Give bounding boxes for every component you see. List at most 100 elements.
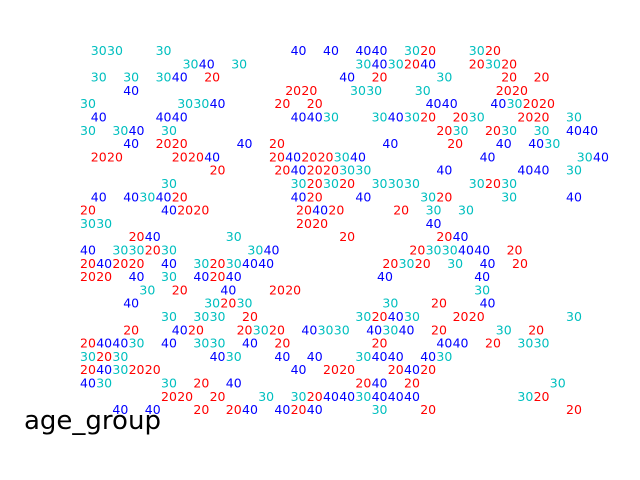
age-group-label-20: 20: [269, 282, 285, 297]
age-group-label-40: 40: [474, 269, 490, 284]
age-group-label-20: 20: [301, 83, 317, 98]
age-group-label-20: 20: [393, 203, 409, 218]
age-group-label-40: 40: [210, 96, 226, 111]
age-group-label-40: 40: [566, 189, 582, 204]
age-group-label-40: 40: [123, 83, 139, 98]
age-group-label-20: 20: [307, 389, 323, 404]
age-group-label-40: 40: [210, 349, 226, 364]
age-group-label-20: 20: [501, 70, 517, 85]
age-group-label-30: 30: [388, 176, 404, 191]
age-group-label-20: 20: [323, 163, 339, 178]
age-group-label-20: 20: [269, 149, 285, 164]
age-group-label-40: 40: [534, 163, 550, 178]
age-group-label-40: 40: [172, 110, 188, 125]
age-group-label-40: 40: [237, 136, 253, 151]
age-group-label-20: 20: [420, 110, 436, 125]
age-group-label-40: 40: [129, 269, 145, 284]
age-group-label-40: 40: [474, 243, 490, 258]
age-group-label-20: 20: [80, 203, 96, 218]
age-group-label-40: 40: [193, 269, 209, 284]
age-group-label-20: 20: [415, 256, 431, 271]
age-group-label-20: 20: [469, 309, 485, 324]
age-group-label-40: 40: [258, 256, 274, 271]
age-group-label-40: 40: [199, 56, 215, 71]
age-group-label-20: 20: [512, 83, 528, 98]
age-group-label-30: 30: [355, 309, 371, 324]
age-group-label-40: 40: [291, 43, 307, 58]
age-group-label-40: 40: [436, 163, 452, 178]
age-group-label-20: 20: [188, 149, 204, 164]
age-group-label-30: 30: [334, 149, 350, 164]
age-group-label-30: 30: [544, 136, 560, 151]
age-group-label-30: 30: [204, 296, 220, 311]
age-group-label-20: 20: [512, 256, 528, 271]
age-group-label-20: 20: [193, 376, 209, 391]
age-group-label-40: 40: [220, 282, 236, 297]
age-group-label-20: 20: [318, 149, 334, 164]
age-group-label-30: 30: [193, 96, 209, 111]
age-group-label-30: 30: [415, 83, 431, 98]
age-group-label-40: 40: [112, 402, 128, 417]
age-group-label-40: 40: [291, 163, 307, 178]
age-group-label-20: 20: [339, 362, 355, 377]
age-group-label-40: 40: [172, 322, 188, 337]
age-group-label-40: 40: [91, 110, 107, 125]
age-group-label-30: 30: [291, 389, 307, 404]
age-group-label-30: 30: [123, 70, 139, 85]
age-group-label-30: 30: [517, 336, 533, 351]
age-group-label-30: 30: [323, 110, 339, 125]
age-group-label-30: 30: [161, 243, 177, 258]
age-group-label-20: 20: [436, 229, 452, 244]
age-group-label-20: 20: [80, 256, 96, 271]
age-group-label-30: 30: [447, 256, 463, 271]
age-group-label-30: 30: [550, 376, 566, 391]
age-group-label-30: 30: [139, 189, 155, 204]
age-group-label-30: 30: [161, 309, 177, 324]
age-group-label-40: 40: [366, 322, 382, 337]
age-group-label-20: 20: [447, 136, 463, 151]
age-group-label-30: 30: [469, 176, 485, 191]
age-group-label-40: 40: [382, 136, 398, 151]
age-group-label-40: 40: [420, 56, 436, 71]
age-group-label-30: 30: [193, 309, 209, 324]
age-group-label-20: 20: [409, 243, 425, 258]
age-group-label-20: 20: [534, 389, 550, 404]
age-group-label-40: 40: [91, 189, 107, 204]
age-group-label-30: 30: [355, 56, 371, 71]
age-group-label-20: 20: [296, 216, 312, 231]
age-group-label-30: 30: [129, 336, 145, 351]
age-group-label-20: 20: [528, 322, 544, 337]
age-group-label-20: 20: [312, 216, 328, 231]
age-group-label-30: 30: [501, 189, 517, 204]
age-group-label-40: 40: [480, 149, 496, 164]
age-group-label-20: 20: [291, 402, 307, 417]
age-group-label-40: 40: [312, 203, 328, 218]
age-group-label-40: 40: [291, 189, 307, 204]
age-group-label-20: 20: [431, 322, 447, 337]
age-group-label-20: 20: [177, 203, 193, 218]
age-group-label-40: 40: [285, 149, 301, 164]
age-group-label-40: 40: [156, 189, 172, 204]
age-group-label-20: 20: [226, 402, 242, 417]
age-group-label-40: 40: [291, 110, 307, 125]
age-group-label-30: 30: [112, 243, 128, 258]
age-group-label-30: 30: [534, 123, 550, 138]
age-group-label-30: 30: [399, 256, 415, 271]
age-group-label-20: 20: [285, 83, 301, 98]
age-group-label-40: 40: [161, 256, 177, 271]
age-group-label-40: 40: [404, 389, 420, 404]
age-group-label-20: 20: [307, 189, 323, 204]
age-group-label-20: 20: [307, 163, 323, 178]
age-group-label-30: 30: [231, 56, 247, 71]
age-group-label-20: 20: [469, 56, 485, 71]
age-group-label-20: 20: [210, 163, 226, 178]
age-group-label-20: 20: [129, 256, 145, 271]
age-group-label-40: 40: [372, 43, 388, 58]
age-group-label-30: 30: [355, 389, 371, 404]
age-group-label-40: 40: [145, 229, 161, 244]
age-group-label-40: 40: [123, 296, 139, 311]
age-group-label-40: 40: [291, 362, 307, 377]
age-group-label-20: 20: [107, 149, 123, 164]
age-group-label-20: 20: [172, 282, 188, 297]
age-group-label-20: 20: [80, 362, 96, 377]
